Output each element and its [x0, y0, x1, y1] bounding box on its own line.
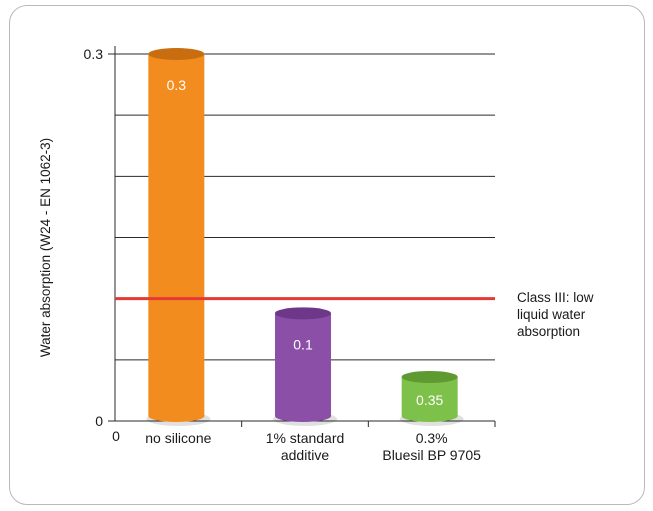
bars — [146, 48, 464, 426]
bar-body-2 — [401, 376, 458, 416]
category-label-2-1: Bluesil BP 9705 — [382, 447, 481, 463]
data-label-2: 0.35 — [416, 392, 443, 408]
threshold-annotation-line-1: Class III: low — [517, 290, 594, 305]
data-label-1: 0.1 — [293, 336, 313, 352]
y-axis-label: Water absorption (W24 - EN 1062-3) — [38, 138, 53, 357]
x-origin-label: 0 — [112, 428, 120, 444]
category-label-0-0: no silicone — [145, 430, 211, 446]
data-label-0: 0.3 — [167, 77, 187, 93]
bar-bottom-0 — [148, 410, 205, 422]
bar-0 — [146, 48, 211, 426]
bar-1 — [273, 307, 337, 426]
bar-body-1 — [275, 313, 331, 416]
threshold-annotation-line-2: liquid water — [517, 307, 586, 322]
y-tick-label-1: 0.3 — [84, 46, 104, 62]
bar-bottom-2 — [401, 410, 458, 422]
threshold-annotation-line-3: absorption — [517, 324, 581, 339]
category-label-2-0: 0.3% — [416, 430, 448, 446]
bar-top-1 — [275, 307, 331, 320]
category-label-1-1: additive — [281, 447, 329, 463]
labels: 0 0.3 0 Water absorption (W24 - EN 1062-3) 0… — [38, 46, 481, 463]
bar-bottom-1 — [275, 410, 331, 422]
bar-2 — [399, 370, 464, 426]
threshold-annotation: Class III: low liquid water absorption — [517, 289, 647, 340]
y-tick-label-0: 0 — [95, 413, 103, 429]
bar-top-0 — [148, 48, 205, 60]
bar-top-2 — [401, 370, 458, 383]
category-label-1-0: 1% standard — [266, 430, 345, 446]
bar-body-0 — [148, 54, 205, 416]
